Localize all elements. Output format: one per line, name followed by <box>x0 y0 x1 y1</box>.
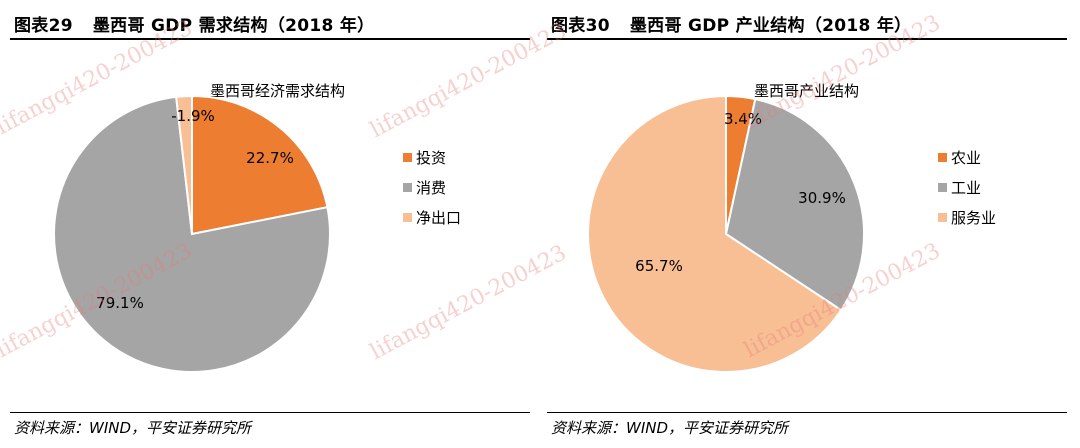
data-label-3: -1.9% <box>171 107 215 125</box>
data-label-1: 22.7% <box>246 149 294 167</box>
pie-slice-1 <box>191 94 329 236</box>
figure-30-number: 图表30 <box>551 16 610 36</box>
chart-title: 墨西哥经济需求结构 <box>210 82 345 100</box>
data-label-3: 65.7% <box>635 257 683 275</box>
pie-slice-3 <box>587 94 843 373</box>
data-label-1: 3.4% <box>724 110 762 128</box>
legend-label-3: 净出口 <box>416 209 461 227</box>
figure-30-top-rule <box>547 38 1067 40</box>
figure-30-title: 图表30 墨西哥 GDP 产业结构（2018 年） <box>551 11 911 36</box>
legend-swatch-1 <box>403 153 412 162</box>
data-label-2: 30.9% <box>798 189 846 207</box>
figure-29-bottom-rule <box>10 412 530 413</box>
figure-30-source: 资料来源：WIND，平安证券研究所 <box>551 419 789 437</box>
pie-slice-3 <box>175 94 193 235</box>
legend-label-1: 农业 <box>951 149 981 167</box>
figure-29-title: 图表29 墨西哥 GDP 需求结构（2018 年） <box>14 11 374 36</box>
legend-swatch-2 <box>938 183 947 192</box>
legend-swatch-1 <box>938 153 947 162</box>
figure-30-heading: 墨西哥 GDP 产业结构（2018 年） <box>629 16 912 36</box>
figure-29-number: 图表29 <box>14 16 73 36</box>
pie-slice-2 <box>724 97 865 312</box>
legend-swatch-3 <box>403 213 412 222</box>
figure-29-heading: 墨西哥 GDP 需求结构（2018 年） <box>92 16 375 36</box>
legend-label-2: 消费 <box>416 179 446 197</box>
legend-label-2: 工业 <box>951 179 981 197</box>
figure-30-panel: 图表30 墨西哥 GDP 产业结构（2018 年） 墨西哥产业结构 3.4% 30.9… <box>547 0 1067 448</box>
pie-slice-2 <box>53 95 331 373</box>
legend-swatch-3 <box>938 213 947 222</box>
legend-label-1: 投资 <box>416 149 446 167</box>
figure-30-bottom-rule <box>547 412 1067 413</box>
data-label-2: 79.1% <box>96 294 144 312</box>
legend-label-3: 服务业 <box>951 209 996 227</box>
figure-29-panel: 图表29 墨西哥 GDP 需求结构（2018 年） 墨西哥经济需求结构 22.7% 7… <box>10 0 530 448</box>
figure-29-source: 资料来源：WIND，平安证券研究所 <box>14 419 252 437</box>
figure-29-top-rule <box>10 38 530 40</box>
legend-swatch-2 <box>403 183 412 192</box>
chart-title: 墨西哥产业结构 <box>754 82 859 100</box>
